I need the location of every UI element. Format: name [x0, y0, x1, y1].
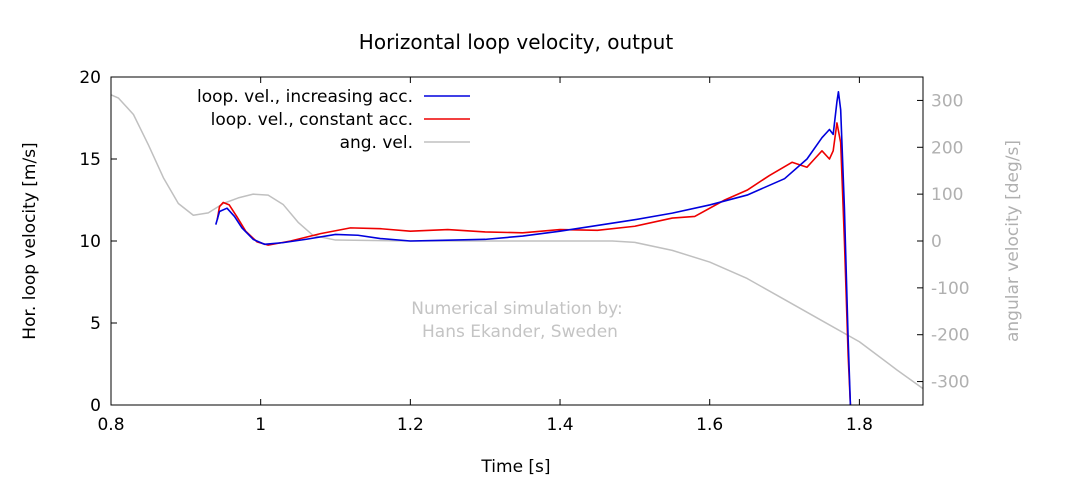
y2-axis-label: angular velocity [deg/s] [1003, 140, 1023, 342]
x-tick-label: 1.8 [846, 415, 873, 435]
y2-tick-label: -200 [931, 326, 970, 346]
series-lines [111, 90, 923, 405]
y-tick-label: 10 [79, 232, 101, 252]
x-tick-label: 1 [255, 415, 266, 435]
series-line-1 [216, 122, 852, 405]
legend-label: loop. vel., constant acc. [211, 110, 413, 130]
y2-tick-label: -100 [931, 279, 970, 299]
x-tick-label: 1.2 [397, 415, 424, 435]
plot-frame [110, 76, 924, 406]
x-tick-label: 0.8 [97, 415, 124, 435]
y-tick-label: 0 [90, 396, 101, 416]
y2-tick-label: -300 [931, 373, 970, 393]
y2-tick-label: 100 [931, 185, 963, 205]
legend: loop. vel., increasing acc. loop. vel., c… [197, 87, 470, 153]
y-tick-label: 15 [79, 150, 101, 170]
x-tick-label: 1.6 [696, 415, 723, 435]
legend-label: loop. vel., increasing acc. [197, 87, 413, 107]
series-line-2 [111, 94, 923, 390]
chart-title: Horizontal loop velocity, output [359, 30, 674, 54]
annotation-line-1: Numerical simulation by: [411, 299, 622, 319]
y-tick-label: 20 [79, 68, 101, 88]
y-tick-label: 5 [90, 314, 101, 334]
y-axis-label: Hor. loop velocity [m/s] [20, 142, 40, 339]
y2-tick-label: 300 [931, 91, 963, 111]
annotation-line-2: Hans Ekander, Sweden [422, 322, 618, 342]
x-tick-label: 1.4 [547, 415, 574, 435]
y2-tick-label: 200 [931, 138, 963, 158]
series-line-0 [215, 90, 852, 405]
y2-axis-ticks: 300 200 100 0 -100 -200 -300 [917, 91, 970, 393]
x-axis-label: Time [s] [480, 457, 550, 477]
x-axis-ticks: 0.8 1 1.2 1.4 1.6 1.8 [97, 77, 873, 435]
y2-tick-label: 0 [931, 232, 942, 252]
legend-label: ang. vel. [340, 133, 413, 153]
